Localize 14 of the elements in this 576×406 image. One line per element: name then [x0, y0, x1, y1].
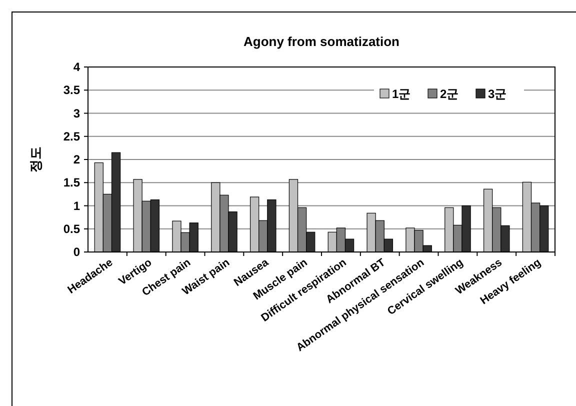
y-tick-label: 1: [73, 198, 80, 213]
legend-label: 3군: [488, 87, 507, 101]
y-tick-label: 1.5: [63, 176, 80, 190]
y-tick-label: 3: [73, 106, 80, 120]
y-tick-label: 0: [73, 245, 80, 259]
y-tick-label: 0.5: [63, 222, 80, 236]
legend-label: 1군: [392, 87, 411, 101]
y-axis-title: 정도: [28, 146, 43, 172]
chart-title: Agony from somatization: [243, 34, 400, 49]
y-tick-label: 2.5: [63, 129, 80, 144]
legend-label: 2군: [440, 87, 459, 101]
y-tick-label: 3.5: [63, 83, 80, 98]
y-tick-label: 2: [73, 152, 80, 166]
y-tick-label: 4: [73, 60, 80, 74]
